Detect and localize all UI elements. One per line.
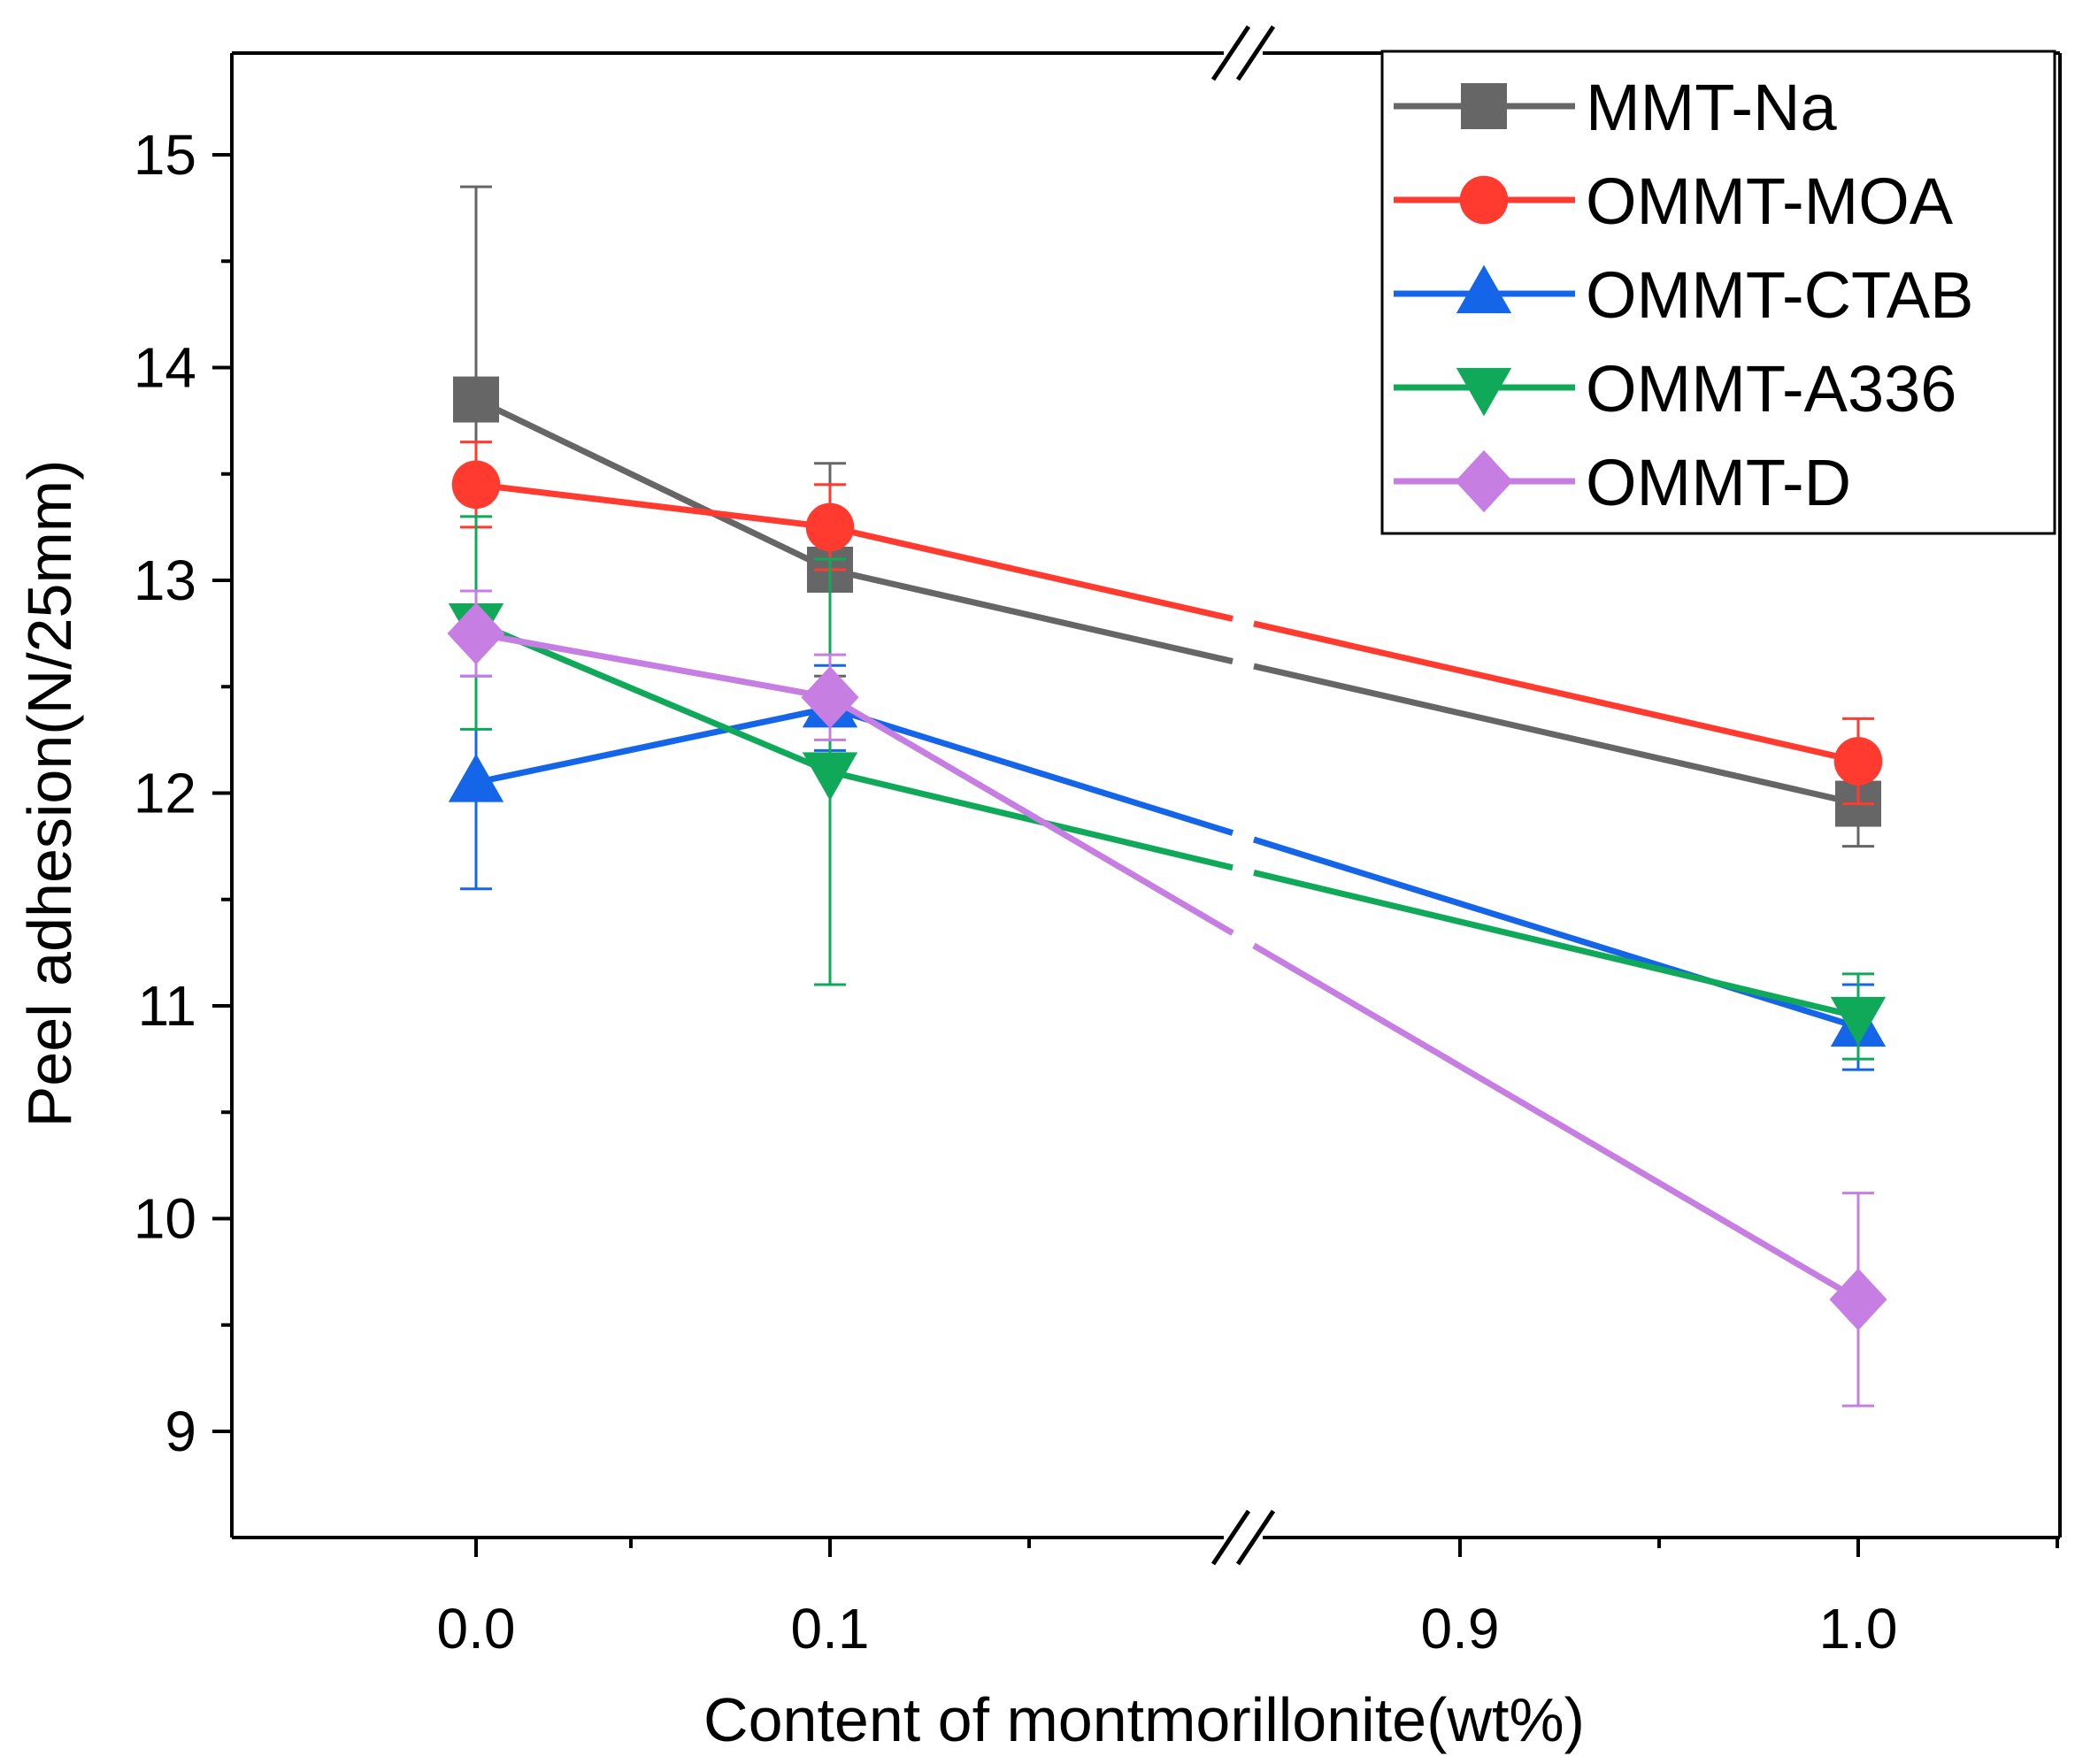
- x-tick-label: 0.0: [437, 1597, 516, 1660]
- y-tick-label: 10: [134, 1187, 196, 1251]
- y-tick-label: 12: [134, 762, 196, 825]
- series-line-ommt-a336: [829, 769, 1233, 871]
- axis-break-mark: [1235, 25, 1276, 81]
- x-tick-label: 1.0: [1819, 1597, 1898, 1660]
- x-axis-title: Content of montmorillonite(wt%): [703, 1685, 1585, 1754]
- legend-marker-ommt-moa: [1459, 175, 1509, 225]
- legend-label-ommt-moa: OMMT-MOA: [1586, 165, 1954, 238]
- data-point-ommt-d: [801, 666, 859, 729]
- legend-marker-ommt-d: [1455, 449, 1513, 513]
- data-point-ommt-moa: [1833, 737, 1883, 786]
- series-line-ommt-d: [475, 630, 831, 701]
- data-point-ommt-moa: [805, 502, 855, 552]
- series-line-ommt-a336: [474, 619, 832, 775]
- legend-marker-ommt-ctab: [1456, 265, 1512, 314]
- series-line-ommt-d: [828, 694, 1234, 936]
- series-line-ommt-moa: [475, 481, 831, 531]
- x-tick-label: 0.1: [791, 1597, 870, 1660]
- axis-break-mark: [1210, 25, 1251, 81]
- y-tick-label: 15: [134, 123, 196, 187]
- y-tick-label: 9: [165, 1400, 196, 1463]
- series-line-ommt-d: [1252, 942, 1860, 1302]
- legend-marker-ommt-a336: [1456, 367, 1512, 417]
- series-line-ommt-ctab: [828, 704, 1234, 836]
- axis-break-mark: [1210, 1509, 1251, 1566]
- series-line-mmt-na: [1253, 663, 1859, 807]
- data-point-ommt-ctab: [448, 753, 504, 802]
- data-point-ommt-a336: [802, 752, 858, 801]
- series-line-ommt-ctab: [1252, 836, 1860, 1031]
- legend-label-ommt-d: OMMT-D: [1586, 446, 1851, 519]
- y-tick-label: 11: [138, 974, 196, 1038]
- legend-marker-mmt-na: [1461, 83, 1507, 129]
- x-tick-label: 0.9: [1421, 1597, 1500, 1660]
- series-line-ommt-ctab: [475, 704, 831, 786]
- data-point-mmt-na: [453, 376, 499, 423]
- data-point-ommt-moa: [451, 460, 501, 510]
- series-line-ommt-a336: [1253, 870, 1859, 1020]
- data-point-ommt-d: [447, 602, 505, 665]
- y-axis-title: Peel adhesion(N/25mm): [15, 460, 84, 1128]
- series-line-ommt-moa: [1253, 620, 1859, 764]
- y-tick-label: 14: [134, 336, 196, 400]
- data-point-ommt-a336: [1830, 996, 1887, 1046]
- series-line-mmt-na: [829, 566, 1233, 664]
- legend-label-ommt-a336: OMMT-A336: [1586, 352, 1956, 426]
- legend-label-ommt-ctab: OMMT-CTAB: [1586, 258, 1973, 332]
- series-line-ommt-moa: [829, 524, 1233, 622]
- y-tick-label: 13: [134, 548, 196, 612]
- series-line-mmt-na: [474, 396, 832, 573]
- axis-break-mark: [1235, 1509, 1276, 1566]
- legend-label-mmt-na: MMT-Na: [1586, 71, 1837, 144]
- data-point-ommt-d: [1829, 1268, 1887, 1331]
